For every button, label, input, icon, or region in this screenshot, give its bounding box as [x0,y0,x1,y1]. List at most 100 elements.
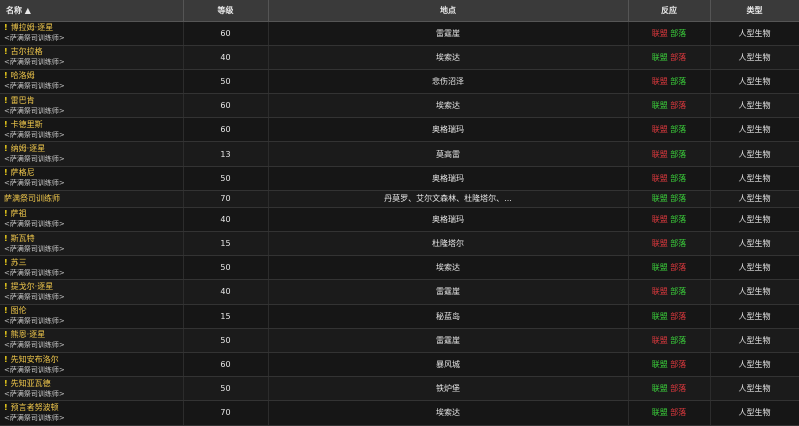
horde-reaction: 部落 [670,149,687,159]
table-row[interactable]: ! 熊恩·逐星 <萨满祭司训练师> 50 雷霆崖 联盟 部落 人型生物 [0,328,799,353]
horde-reaction: 部落 [670,239,687,249]
location-cell[interactable]: 暴风城 [268,352,629,378]
table-row[interactable]: ! 斯瓦特 <萨满祭司训练师> 15 杜隆塔尔 联盟 部落 人型生物 [0,231,799,257]
npc-title: <萨满祭司训练师> [4,317,65,326]
table-row[interactable]: ! 图伦 <萨满祭司训练师> 15 秘蓝岛 联盟 部落 人型生物 [0,304,799,329]
alliance-reaction: 联盟 [651,239,668,249]
npc-name-link[interactable]: 熊恩·逐星 [10,330,46,340]
npc-name-link[interactable]: 先知安布洛尔 [10,354,59,364]
type-cell: 人型生物 [710,117,799,143]
level-cell: 60 [183,117,269,143]
name-cell: ! 熊恩·逐星 <萨满祭司训练师> [0,328,184,353]
horde-reaction: 部落 [670,101,687,111]
location-cell[interactable]: 雷霆崖 [268,279,629,305]
reaction-cell: 联盟 部落 [628,69,711,95]
location-cell[interactable]: 埃索达 [268,400,629,426]
table-row[interactable]: ! 萨祖 <萨满祭司训练师> 40 奥格瑞玛 联盟 部落 人型生物 [0,207,799,233]
reaction-cell: 联盟 部落 [628,376,711,402]
location-cell[interactable]: 悲伤沼泽 [268,69,629,95]
npc-name-link[interactable]: 斯瓦特 [10,233,35,243]
table-row[interactable]: ! 先知亚瓦德 <萨满祭司训练师> 50 铁炉堡 联盟 部落 人型生物 [0,376,799,402]
npc-name-link[interactable]: 苏三 [10,257,27,267]
level-cell: 60 [183,93,269,119]
level-cell: 40 [183,279,269,305]
location-cell[interactable]: 莫高雷 [268,141,629,167]
table-row[interactable]: 萨满祭司训练师 70 丹莫罗、艾尔文森林、杜隆塔尔、... 联盟 部落 人型生物 [0,190,799,208]
name-cell: ! 雷巴肯 <萨满祭司训练师> [0,93,184,119]
npc-name-link[interactable]: 预言者努波顿 [10,402,59,412]
npc-title: <萨满祭司训练师> [4,34,65,43]
horde-reaction: 部落 [670,125,687,135]
npc-title: <萨满祭司训练师> [4,179,65,188]
name-cell: ! 萨祖 <萨满祭司训练师> [0,207,184,233]
npc-name-link[interactable]: 提戈尔·逐星 [10,281,54,291]
reaction-cell: 联盟 部落 [628,141,711,167]
npc-name-link[interactable]: 萨格尼 [10,168,35,178]
npc-name-link[interactable]: 纳姆·逐星 [10,144,46,154]
location-cell[interactable]: 埃索达 [268,255,629,281]
quest-exclamation-icon: ! [4,47,8,57]
horde-reaction: 部落 [670,214,687,224]
type-cell: 人型生物 [710,352,799,378]
npc-title: <萨满祭司训练师> [4,292,65,301]
table-row[interactable]: ! 古尔拉格 <萨满祭司训练师> 40 埃索达 联盟 部落 人型生物 [0,45,799,70]
type-cell: 人型生物 [710,376,799,402]
header-location[interactable]: 地点 [268,0,629,22]
location-cell[interactable]: 雷霆崖 [268,328,629,353]
header-reaction[interactable]: 反应 [628,0,711,22]
quest-exclamation-icon: ! [4,144,8,154]
quest-exclamation-icon: ! [4,119,8,129]
horde-reaction: 部落 [670,384,687,394]
location-cell[interactable]: 雷霆崖 [268,21,629,46]
table-row[interactable]: ! 哈洛姆 <萨满祭司训练师> 50 悲伤沼泽 联盟 部落 人型生物 [0,69,799,95]
location-cell[interactable]: 丹莫罗、艾尔文森林、杜隆塔尔、... [268,190,629,208]
quest-exclamation-icon: ! [4,23,8,33]
table-row[interactable]: ! 预言者努波顿 <萨满祭司训练师> 70 埃索达 联盟 部落 人型生物 [0,400,799,426]
table-row[interactable]: ! 先知安布洛尔 <萨满祭司训练师> 60 暴风城 联盟 部落 人型生物 [0,352,799,378]
table-row[interactable]: ! 雷巴肯 <萨满祭司训练师> 60 埃索达 联盟 部落 人型生物 [0,93,799,119]
table-row[interactable]: ! 卡德里斯 <萨满祭司训练师> 60 奥格瑞玛 联盟 部落 人型生物 [0,117,799,143]
type-cell: 人型生物 [710,190,799,208]
location-cell[interactable]: 埃索达 [268,93,629,119]
name-cell: ! 萨格尼 <萨满祭司训练师> [0,166,184,191]
npc-name-link[interactable]: 哈洛姆 [10,71,35,81]
npc-name-link[interactable]: 古尔拉格 [10,47,43,57]
quest-exclamation-icon: ! [4,330,8,340]
horde-reaction: 部落 [670,194,687,204]
alliance-reaction: 联盟 [651,125,668,135]
quest-exclamation-icon: ! [4,168,8,178]
alliance-reaction: 联盟 [651,52,668,62]
npc-name-link[interactable]: 图伦 [10,306,27,316]
table-row[interactable]: ! 纳姆·逐星 <萨满祭司训练师> 13 莫高雷 联盟 部落 人型生物 [0,141,799,167]
table-row[interactable]: ! 萨格尼 <萨满祭司训练师> 50 奥格瑞玛 联盟 部落 人型生物 [0,166,799,191]
location-cell[interactable]: 奥格瑞玛 [268,117,629,143]
header-type[interactable]: 类型 [710,0,799,22]
location-cell[interactable]: 铁炉堡 [268,376,629,402]
table-row[interactable]: ! 提戈尔·逐星 <萨满祭司训练师> 40 雷霆崖 联盟 部落 人型生物 [0,279,799,305]
reaction-cell: 联盟 部落 [628,352,711,378]
location-cell[interactable]: 秘蓝岛 [268,304,629,329]
npc-name-link[interactable]: 先知亚瓦德 [10,378,51,388]
location-cell[interactable]: 奥格瑞玛 [268,207,629,233]
type-cell: 人型生物 [710,279,799,305]
location-cell[interactable]: 杜隆塔尔 [268,231,629,257]
header-level[interactable]: 等级 [183,0,269,22]
location-cell[interactable]: 奥格瑞玛 [268,166,629,191]
npc-name-link[interactable]: 博拉姆·逐星 [10,23,54,33]
npc-name-link[interactable]: 萨祖 [10,209,27,219]
name-cell: ! 提戈尔·逐星 <萨满祭司训练师> [0,279,184,305]
table-row[interactable]: ! 苏三 <萨满祭司训练师> 50 埃索达 联盟 部落 人型生物 [0,255,799,281]
alliance-reaction: 联盟 [651,214,668,224]
location-cell[interactable]: 埃索达 [268,45,629,70]
header-name-sort[interactable]: 名称 ▲ [0,0,184,22]
npc-name-link[interactable]: 雷巴肯 [10,95,35,105]
npc-title: <萨满祭司训练师> [4,220,65,229]
type-cell: 人型生物 [710,328,799,353]
name-cell: ! 古尔拉格 <萨满祭司训练师> [0,45,184,70]
reaction-cell: 联盟 部落 [628,279,711,305]
npc-name-link[interactable]: 萨满祭司训练师 [4,193,60,203]
npc-name-link[interactable]: 卡德里斯 [10,119,43,129]
table-row[interactable]: ! 博拉姆·逐星 <萨满祭司训练师> 60 雷霆崖 联盟 部落 人型生物 [0,21,799,46]
npc-title: <萨满祭司训练师> [4,389,65,398]
